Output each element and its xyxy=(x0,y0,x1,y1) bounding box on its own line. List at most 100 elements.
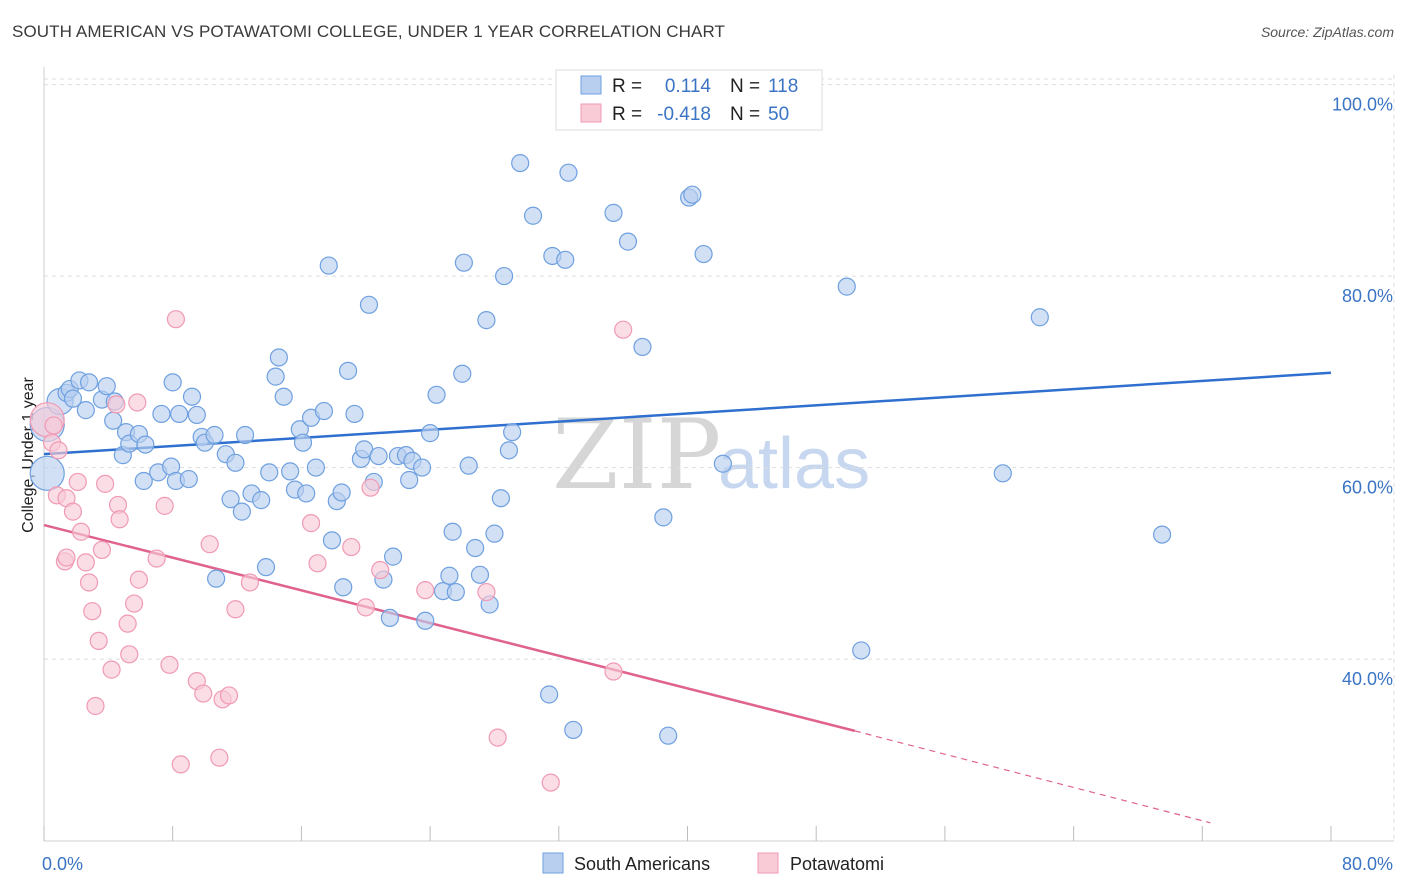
south-americans-point xyxy=(511,153,530,173)
south-americans-point xyxy=(332,483,351,502)
south-americans-point xyxy=(446,582,465,602)
south-americans-point xyxy=(416,611,435,630)
y-tick-label: 100.0% xyxy=(1332,95,1393,115)
south-americans-point xyxy=(694,244,713,264)
south-americans-trendline xyxy=(43,371,1332,456)
south-americans-point xyxy=(837,277,856,296)
tick-labels: 40.0% 60.0% 80.0% 100.0% 0.0% 80.0% xyxy=(42,95,1393,874)
south-americans-point xyxy=(63,389,83,408)
south-americans-point xyxy=(421,424,440,443)
y-axis-title: College, Under 1 year xyxy=(20,377,37,533)
legend-n-label-blue: N = xyxy=(730,76,760,97)
legend-r-label-pink: R = xyxy=(612,104,642,125)
south-americans-point xyxy=(76,401,95,420)
south-americans-point xyxy=(564,720,583,740)
south-americans-point xyxy=(440,566,459,585)
south-americans-point xyxy=(297,484,316,503)
south-americans-point xyxy=(427,385,446,404)
potawatomi-point xyxy=(44,416,63,435)
potawatomi-point xyxy=(614,320,633,339)
potawatomi-point xyxy=(147,549,166,568)
legend-swatch-pink xyxy=(580,103,602,123)
potawatomi-point xyxy=(604,662,623,681)
south-americans-point xyxy=(491,489,510,508)
potawatomi-point xyxy=(110,510,129,529)
south-americans-point xyxy=(654,508,673,527)
south-americans-point xyxy=(182,387,202,406)
y-tick-label: 60.0% xyxy=(1342,478,1393,498)
potawatomi-point xyxy=(96,474,115,493)
watermark: ZIP atlas xyxy=(552,399,870,511)
south-americans-point xyxy=(503,423,522,442)
potawatomi-point xyxy=(129,570,149,589)
bottom-legend: South Americans Potawatomi xyxy=(542,852,884,874)
south-americans-point xyxy=(345,404,364,424)
bottom-legend-label-potawatomi: Potawatomi xyxy=(790,854,884,874)
south-americans-point xyxy=(252,491,271,510)
potawatomi-point xyxy=(488,728,507,747)
south-americans-point xyxy=(152,404,171,424)
south-americans-point xyxy=(556,250,575,269)
south-americans-point xyxy=(454,253,473,272)
potawatomi-point xyxy=(71,522,91,541)
south-americans-point xyxy=(713,454,732,473)
south-americans-point xyxy=(187,405,206,425)
potawatomi-point xyxy=(107,395,126,414)
south-americans-point xyxy=(485,524,504,543)
legend-n-value-blue: 118 xyxy=(768,76,798,97)
south-americans-point xyxy=(226,453,245,472)
south-americans-point xyxy=(453,364,472,383)
south-americans-point xyxy=(499,441,519,460)
south-americans-point xyxy=(559,163,578,182)
south-americans-point xyxy=(260,463,279,482)
south-americans-point xyxy=(633,337,652,357)
south-americans-point xyxy=(659,726,678,745)
south-americans-point xyxy=(235,425,255,445)
potawatomi-point xyxy=(49,441,68,460)
potawatomi-point xyxy=(89,631,108,650)
potawatomi-point xyxy=(308,554,327,573)
south-americans-point xyxy=(256,558,276,577)
bottom-legend-swatch-south-americans xyxy=(542,852,564,874)
bottom-legend-label-south-americans: South Americans xyxy=(574,854,710,874)
scatter-points xyxy=(29,75,1172,792)
south-americans-point xyxy=(338,361,358,380)
south-americans-point xyxy=(293,433,313,452)
potawatomi-point xyxy=(128,393,147,412)
south-americans-point xyxy=(314,401,334,421)
potawatomi-point xyxy=(166,310,186,329)
south-americans-point xyxy=(134,471,153,491)
potawatomi-point xyxy=(416,581,435,600)
trendlines xyxy=(43,371,1332,824)
south-americans-point xyxy=(179,469,198,489)
south-americans-point xyxy=(136,435,155,454)
potawatomi-point xyxy=(57,548,76,567)
potawatomi-point xyxy=(160,655,179,674)
south-americans-point xyxy=(306,458,325,477)
south-americans-point xyxy=(477,311,496,330)
south-americans-point xyxy=(29,455,65,491)
south-americans-point xyxy=(97,377,116,396)
y-tick-label: 40.0% xyxy=(1342,669,1393,689)
south-americans-point xyxy=(269,348,288,367)
potawatomi-point xyxy=(477,582,496,602)
south-americans-point xyxy=(79,373,99,392)
potawatomi-point xyxy=(371,560,390,580)
source-credit: Source: ZipAtlas.com xyxy=(1260,24,1394,40)
potawatomi-point xyxy=(361,478,380,497)
potawatomi-point xyxy=(83,602,102,621)
south-americans-point xyxy=(604,203,623,222)
south-americans-point xyxy=(466,538,485,558)
chart-title: SOUTH AMERICAN VS POTAWATOMI COLLEGE, UN… xyxy=(12,22,726,41)
potawatomi-point xyxy=(86,696,105,716)
south-americans-point xyxy=(540,685,559,704)
potawatomi-point xyxy=(63,502,83,521)
south-americans-point xyxy=(205,425,224,445)
potawatomi-point xyxy=(342,537,361,557)
potawatomi-point xyxy=(240,573,260,592)
south-americans-point xyxy=(274,387,293,406)
south-americans-point xyxy=(383,547,403,566)
potawatomi-point xyxy=(301,514,321,533)
south-americans-point xyxy=(207,569,226,588)
